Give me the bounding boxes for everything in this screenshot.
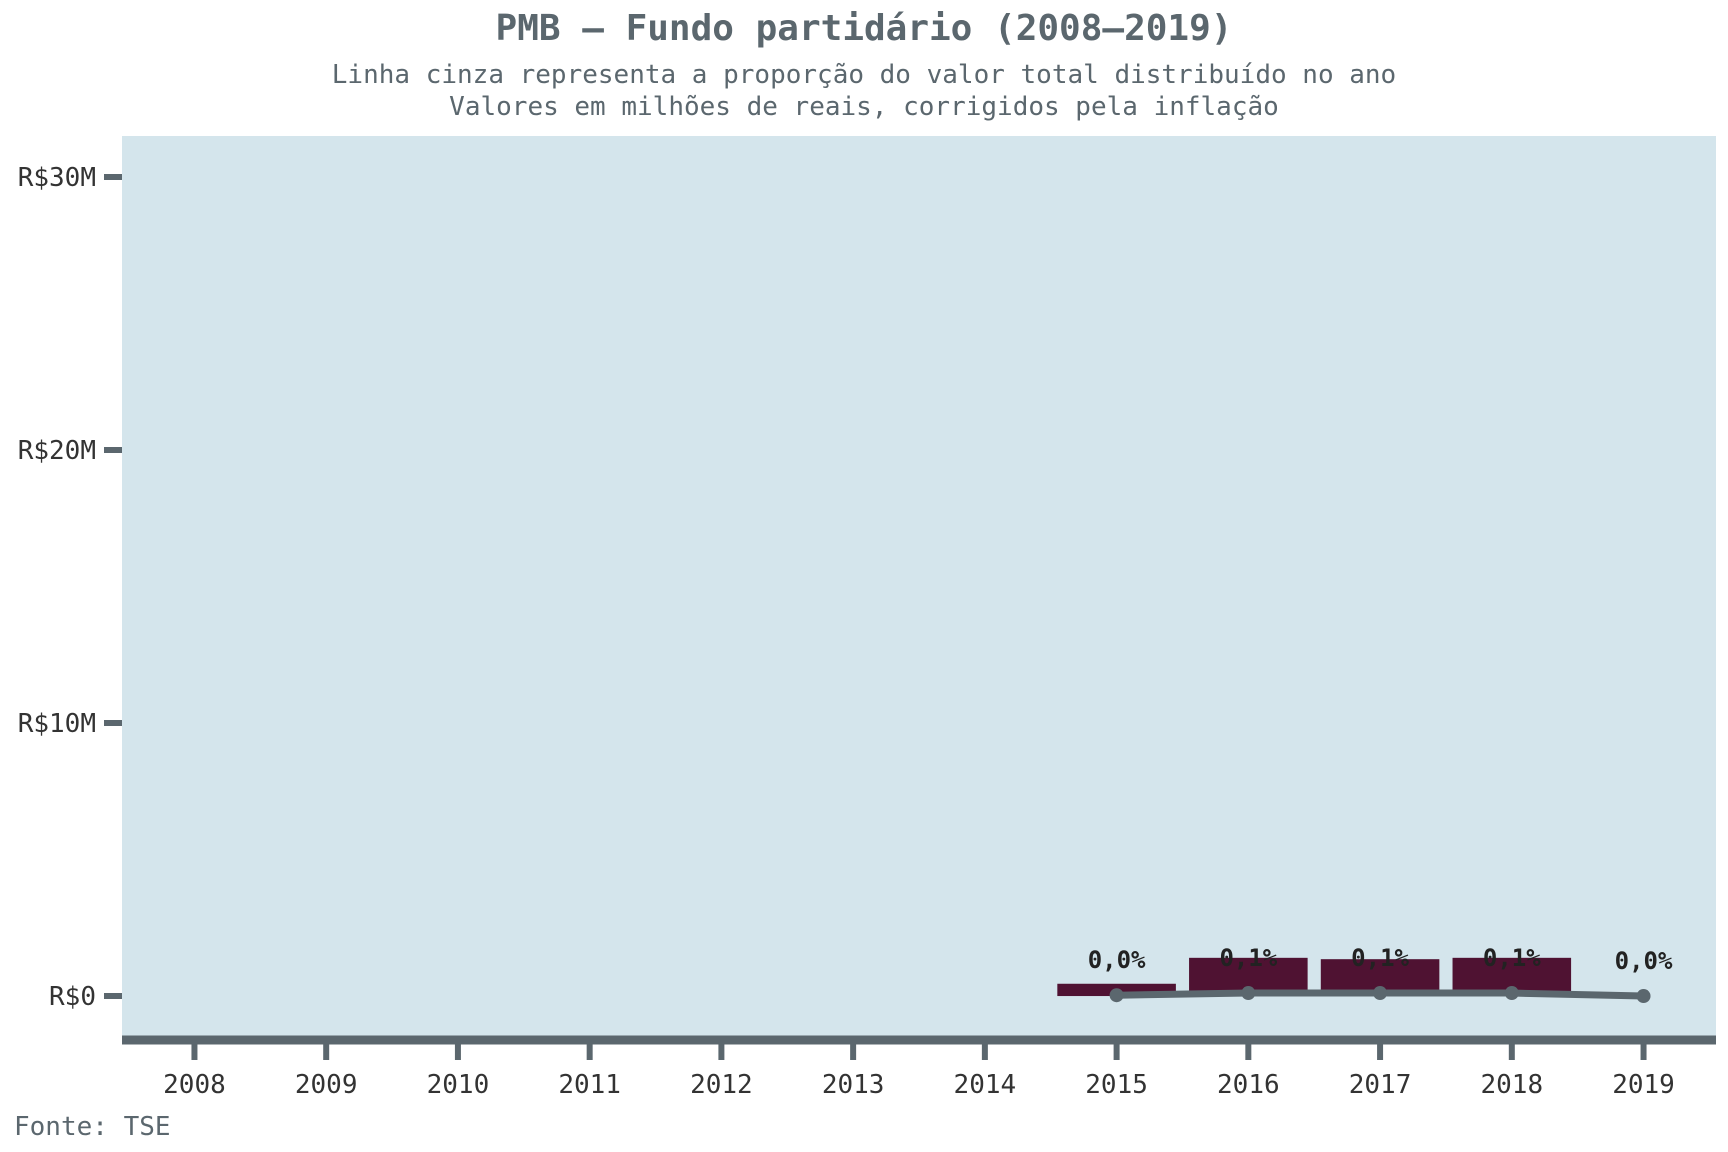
share-label-2017: 0,1% (1351, 944, 1409, 972)
share-point-2017 (1373, 986, 1388, 1001)
x-tick-label-2009: 2009 (295, 1070, 358, 1100)
chart-subtitle-line-2: Valores em milhões de reais, corrigidos … (449, 92, 1279, 122)
x-tick-label-2018: 2018 (1480, 1070, 1543, 1100)
y-tick-label-30: R$30M (18, 163, 96, 193)
x-tick-label-2013: 2013 (822, 1070, 885, 1100)
x-tick-label-2012: 2012 (690, 1070, 753, 1100)
x-tick-label-2014: 2014 (954, 1070, 1017, 1100)
y-axis: R$0 R$10M R$20M R$30M (18, 163, 122, 1012)
share-label-2016: 0,1% (1219, 944, 1277, 972)
share-point-2015 (1109, 988, 1124, 1003)
plot-panel (122, 136, 1716, 1037)
share-point-2016 (1241, 986, 1256, 1001)
share-line-layer: 0,0% 0,1% 0,1% 0,1% 0,0% (1088, 944, 1673, 1004)
x-tick-label-2017: 2017 (1349, 1070, 1412, 1100)
y-tick-label-20: R$20M (18, 436, 96, 466)
chart-title: PMB – Fundo partidário (2008–2019) (496, 8, 1233, 49)
y-tick-label-0: R$0 (49, 982, 96, 1012)
x-axis: 2008 2009 2010 2011 2012 2013 2014 2015 2016 2017… (122, 1035, 1716, 1100)
x-tick-label-2015: 2015 (1085, 1070, 1148, 1100)
x-tick-label-2010: 2010 (427, 1070, 490, 1100)
share-label-2018: 0,1% (1483, 944, 1541, 972)
x-tick-label-2008: 2008 (163, 1070, 226, 1100)
chart-subtitle-line-1: Linha cinza representa a proporção do va… (332, 60, 1396, 90)
x-tick-label-2016: 2016 (1217, 1070, 1280, 1100)
x-tick-label-2011: 2011 (558, 1070, 621, 1100)
share-label-2019: 0,0% (1615, 947, 1673, 975)
share-label-2015: 0,0% (1088, 946, 1146, 974)
share-point-2018 (1504, 986, 1519, 1001)
y-tick-label-10: R$10M (18, 709, 96, 739)
x-tick-label-2019: 2019 (1612, 1070, 1675, 1100)
share-point-2019 (1636, 989, 1651, 1004)
chart-caption: Fonte: TSE (14, 1112, 171, 1142)
